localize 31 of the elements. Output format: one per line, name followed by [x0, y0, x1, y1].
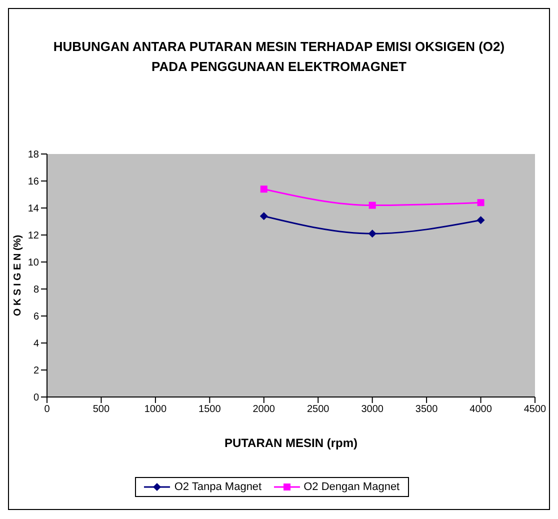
x-tick-label: 2500	[306, 404, 330, 416]
point	[368, 202, 376, 209]
y-tick-label: 16	[28, 176, 40, 188]
y-tick-label: 18	[28, 150, 40, 161]
point	[476, 216, 485, 224]
point	[368, 230, 376, 238]
y-tick-label: 6	[33, 312, 40, 323]
y-axis-title: O K S I G E N (%)	[12, 234, 24, 316]
point	[260, 212, 268, 220]
chart-title: HUBUNGAN ANTARA PUTARAN MESIN TERHADAP EMISI OKSIGEN (O2) PADA PENGGUNAAN ELEKTROMAGNET	[52, 38, 506, 76]
x-tick-label: 4000	[470, 404, 492, 416]
x-tick-label: 3000	[361, 404, 384, 416]
y-tick-label: 12	[28, 230, 40, 242]
x-tick-label: 1000	[144, 404, 168, 416]
x-tick-label: 2000	[252, 404, 276, 416]
x-tick-label: 1500	[198, 404, 222, 416]
y-tick-label: 10	[28, 258, 40, 269]
y-tick-label: 8	[33, 284, 40, 296]
x-tick-label: 3500	[415, 404, 438, 416]
y-tick-label: 4	[33, 338, 40, 350]
point	[477, 199, 484, 206]
legend-label: O2 Tanpa Magnet	[173, 481, 262, 493]
x-tick-label: 0	[44, 404, 50, 416]
x-axis-title: PUTARAN MESIN (rpm)	[224, 436, 358, 450]
y-tick-label: 14	[28, 204, 40, 215]
y-tick-label: 2	[33, 366, 40, 377]
point	[260, 186, 268, 193]
x-tick-label: 4500	[524, 404, 547, 416]
y-tick-label: 0	[33, 392, 40, 404]
x-tick-label: 500	[92, 404, 110, 416]
legend-label: O2 Dengan Magnet	[302, 481, 400, 493]
